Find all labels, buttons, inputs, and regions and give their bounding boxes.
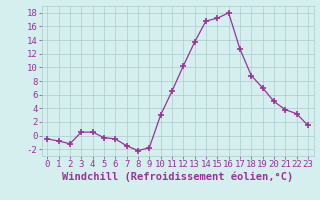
X-axis label: Windchill (Refroidissement éolien,°C): Windchill (Refroidissement éolien,°C) [62,172,293,182]
